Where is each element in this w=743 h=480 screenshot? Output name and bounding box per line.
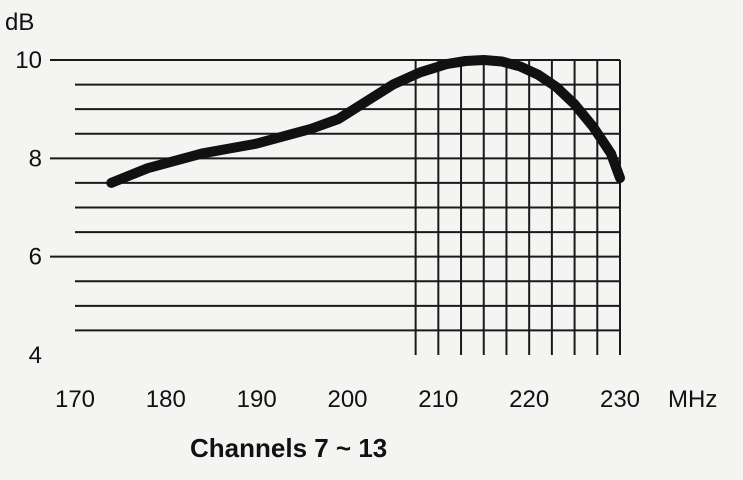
x-tick-labels: 170 180 190 200 210 220 230 xyxy=(55,386,640,413)
x-tick-label-0: 170 xyxy=(55,386,95,413)
y-tick-label-1: 6 xyxy=(29,244,42,271)
x-tick-label-4: 210 xyxy=(418,386,458,413)
series-line-0 xyxy=(106,55,625,188)
y-tick-label-3: 10 xyxy=(15,47,42,74)
x-tick-label-5: 220 xyxy=(509,386,549,413)
vertical-gridlines xyxy=(414,60,621,355)
x-tick-label-3: 200 xyxy=(327,386,367,413)
series-layer xyxy=(106,55,625,188)
horizontal-gridlines xyxy=(50,59,620,332)
y-axis-label: dB xyxy=(5,9,34,36)
x-axis-unit: MHz xyxy=(668,386,717,413)
x-tick-label-1: 180 xyxy=(146,386,186,413)
x-tick-label-2: 190 xyxy=(237,386,277,413)
y-tick-labels: 4 6 8 10 xyxy=(15,47,42,369)
y-tick-label-0: 4 xyxy=(29,342,42,369)
chart-caption: Channels 7 ~ 13 xyxy=(190,433,387,463)
x-tick-label-6: 230 xyxy=(600,386,640,413)
y-tick-label-2: 8 xyxy=(29,145,42,172)
